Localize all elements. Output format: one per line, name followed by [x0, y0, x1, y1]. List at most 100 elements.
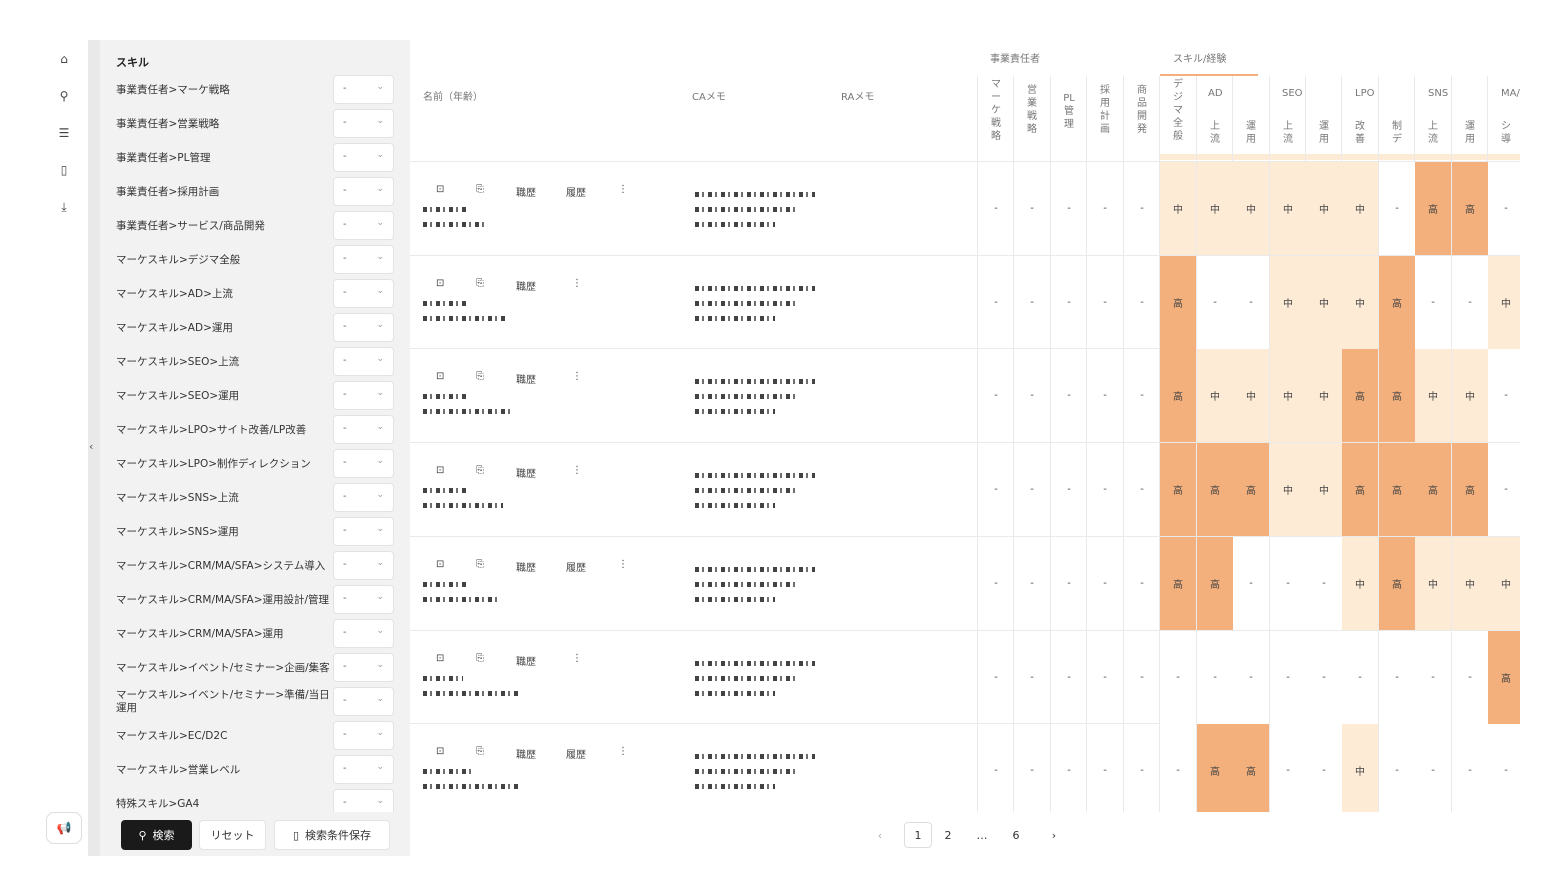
table-row[interactable]: ⊡ ⎘ 職歴 ⋮ - - - - - - - - - - - - - - 高: [410, 630, 1520, 725]
skill-level-cell: 高: [1415, 162, 1451, 255]
career-link[interactable]: 職歴: [516, 750, 536, 762]
profile-icon[interactable]: ⊡: [436, 371, 445, 383]
document-icon[interactable]: ⎘: [476, 465, 484, 477]
subgroup-header: SNS: [1428, 88, 1449, 99]
page-button[interactable]: 2: [944, 828, 952, 842]
profile-icon[interactable]: ⊡: [436, 746, 445, 758]
more-menu-icon[interactable]: ⋮: [572, 465, 582, 477]
more-menu-icon[interactable]: ⋮: [618, 558, 628, 570]
profile-icon[interactable]: ⊡: [436, 558, 445, 570]
career-link[interactable]: 職歴: [516, 469, 536, 481]
filter-actions: ⚲ 検索 リセット ▯ 検索条件保存: [100, 812, 410, 856]
next-page-button[interactable]: ›: [1051, 828, 1057, 842]
career-link[interactable]: 職歴: [516, 281, 536, 293]
level-select[interactable]: - ⌄: [333, 211, 394, 240]
filter-collapse-handle[interactable]: ‹: [88, 40, 100, 856]
level-select[interactable]: - ⌄: [333, 687, 394, 716]
level-select[interactable]: - ⌄: [333, 483, 394, 512]
skill-level-cell: -: [1197, 630, 1233, 724]
level-select[interactable]: - ⌄: [333, 143, 394, 172]
profile-icon[interactable]: ⊡: [436, 652, 445, 664]
level-select[interactable]: - ⌄: [333, 449, 394, 478]
history-link[interactable]: 履歴: [566, 562, 586, 574]
skill-level-cell: 高: [1452, 162, 1488, 255]
level-select[interactable]: - ⌄: [333, 313, 394, 342]
profile-icon[interactable]: ⊡: [436, 277, 445, 289]
exec-skill-cell: -: [1103, 203, 1107, 214]
exec-skill-cell: -: [994, 577, 998, 589]
level-select[interactable]: - ⌄: [333, 347, 394, 376]
document-icon[interactable]: ⎘: [476, 277, 484, 289]
search-button[interactable]: ⚲ 検索: [121, 820, 192, 850]
prev-page-button[interactable]: ‹: [877, 828, 883, 842]
document-icon[interactable]: ⎘: [476, 184, 484, 195]
more-menu-icon[interactable]: ⋮: [618, 184, 628, 195]
col-divider: [1086, 76, 1087, 812]
search-icon[interactable]: ⚲: [59, 89, 69, 103]
level-select[interactable]: - ⌄: [333, 279, 394, 308]
subgroup-header: SEO: [1282, 88, 1303, 99]
chevron-down-icon: ⌄: [376, 456, 384, 466]
profile-icon[interactable]: ⊡: [436, 184, 445, 195]
table-row[interactable]: ⊡ ⎘ 職歴 ⋮ - - - - - 高中中中中高高中中 -: [410, 349, 1520, 443]
reset-button[interactable]: リセット: [199, 820, 266, 850]
exec-col-header: 営 業 戦 略: [1027, 85, 1037, 135]
level-select[interactable]: - ⌄: [333, 755, 394, 784]
history-link[interactable]: 履歴: [566, 188, 586, 199]
history-link[interactable]: 履歴: [566, 750, 586, 762]
exec-skill-cell: -: [1140, 671, 1144, 683]
document-icon[interactable]: ⎘: [476, 652, 484, 664]
redacted-ca-memo: [695, 285, 815, 291]
level-select[interactable]: - ⌄: [333, 585, 394, 614]
level-select[interactable]: - ⌄: [333, 381, 394, 410]
level-select[interactable]: - ⌄: [333, 177, 394, 206]
megaphone-icon[interactable]: 📢: [46, 812, 82, 844]
career-link[interactable]: 職歴: [516, 375, 536, 387]
more-menu-icon[interactable]: ⋮: [572, 652, 582, 664]
table-row[interactable]: ⊡ ⎘ 職歴 ⋮ - - - - - 高高高中中高高高高 -: [410, 443, 1520, 537]
filter-label: マーケスキル>イベント/セミナー>企画/集客: [116, 661, 330, 674]
more-menu-icon[interactable]: ⋮: [572, 277, 582, 289]
level-select[interactable]: - ⌄: [333, 551, 394, 580]
document-icon[interactable]: ⎘: [476, 371, 484, 383]
level-select[interactable]: - ⌄: [333, 75, 394, 104]
page-button-current[interactable]: 1: [904, 822, 932, 848]
more-menu-icon[interactable]: ⋮: [572, 371, 582, 383]
col-divider: [1050, 76, 1051, 812]
table-row[interactable]: ⊡ ⎘ 職歴 ⋮ - - - - - 高 - - 中中中高 - - 中: [410, 255, 1520, 350]
level-select-value: -: [343, 729, 347, 740]
career-link[interactable]: 職歴: [516, 188, 536, 199]
filter-row: マーケスキル>AD>上流 - ⌄: [116, 277, 402, 311]
level-select[interactable]: - ⌄: [333, 109, 394, 138]
save-conditions-button[interactable]: ▯ 検索条件保存: [274, 820, 390, 850]
table-row[interactable]: ⊡ ⎘ 職歴 履歴 ⋮ - - - - - - 高高 - - 中 - - - -: [410, 724, 1520, 812]
document-icon[interactable]: ⎘: [476, 558, 484, 570]
level-select[interactable]: - ⌄: [333, 517, 394, 546]
more-menu-icon[interactable]: ⋮: [618, 746, 628, 758]
filter-label: マーケスキル>LPO>制作ディレクション: [116, 457, 311, 470]
level-select[interactable]: - ⌄: [333, 619, 394, 648]
table-row[interactable]: ⊡ ⎘ 職歴 履歴 ⋮ - - - - - 中中中中中中 - 高高 -: [410, 162, 1520, 256]
table-row[interactable]: ⊡ ⎘ 職歴 履歴 ⋮ - - - - - 高高 - - - 中高中中中: [410, 536, 1520, 631]
redacted-ca-memo: [695, 488, 795, 494]
list-icon[interactable]: ☰: [58, 126, 70, 140]
filter-row: マーケスキル>EC/D2C - ⌄: [116, 719, 402, 753]
col-divider: [977, 76, 978, 812]
level-select[interactable]: - ⌄: [333, 721, 394, 750]
level-select[interactable]: - ⌄: [333, 653, 394, 682]
download-icon[interactable]: ⤓: [61, 199, 67, 214]
home-icon[interactable]: ⌂: [60, 52, 68, 66]
level-select[interactable]: - ⌄: [333, 415, 394, 444]
candidate-table: 名前（年齢） CAメモ RAメモ 事業責任者 スキル/経験 マ ー ケ 戦 略 営…: [410, 40, 1520, 812]
career-link[interactable]: 職歴: [516, 562, 536, 574]
career-link[interactable]: 職歴: [516, 656, 536, 668]
skill-level-cell: 高: [1197, 443, 1233, 537]
page-button[interactable]: 6: [1012, 828, 1020, 842]
profile-icon[interactable]: ⊡: [436, 465, 445, 477]
level-select[interactable]: - ⌄: [333, 245, 394, 274]
filter-row: マーケスキル>SEO>上流 - ⌄: [116, 345, 402, 379]
page-button[interactable]: …: [976, 828, 988, 842]
document-icon[interactable]: ⎘: [476, 746, 484, 758]
bookmark-icon[interactable]: ▯: [60, 163, 68, 177]
filter-label: マーケスキル>CRM/MA/SFA>運用: [116, 627, 284, 640]
